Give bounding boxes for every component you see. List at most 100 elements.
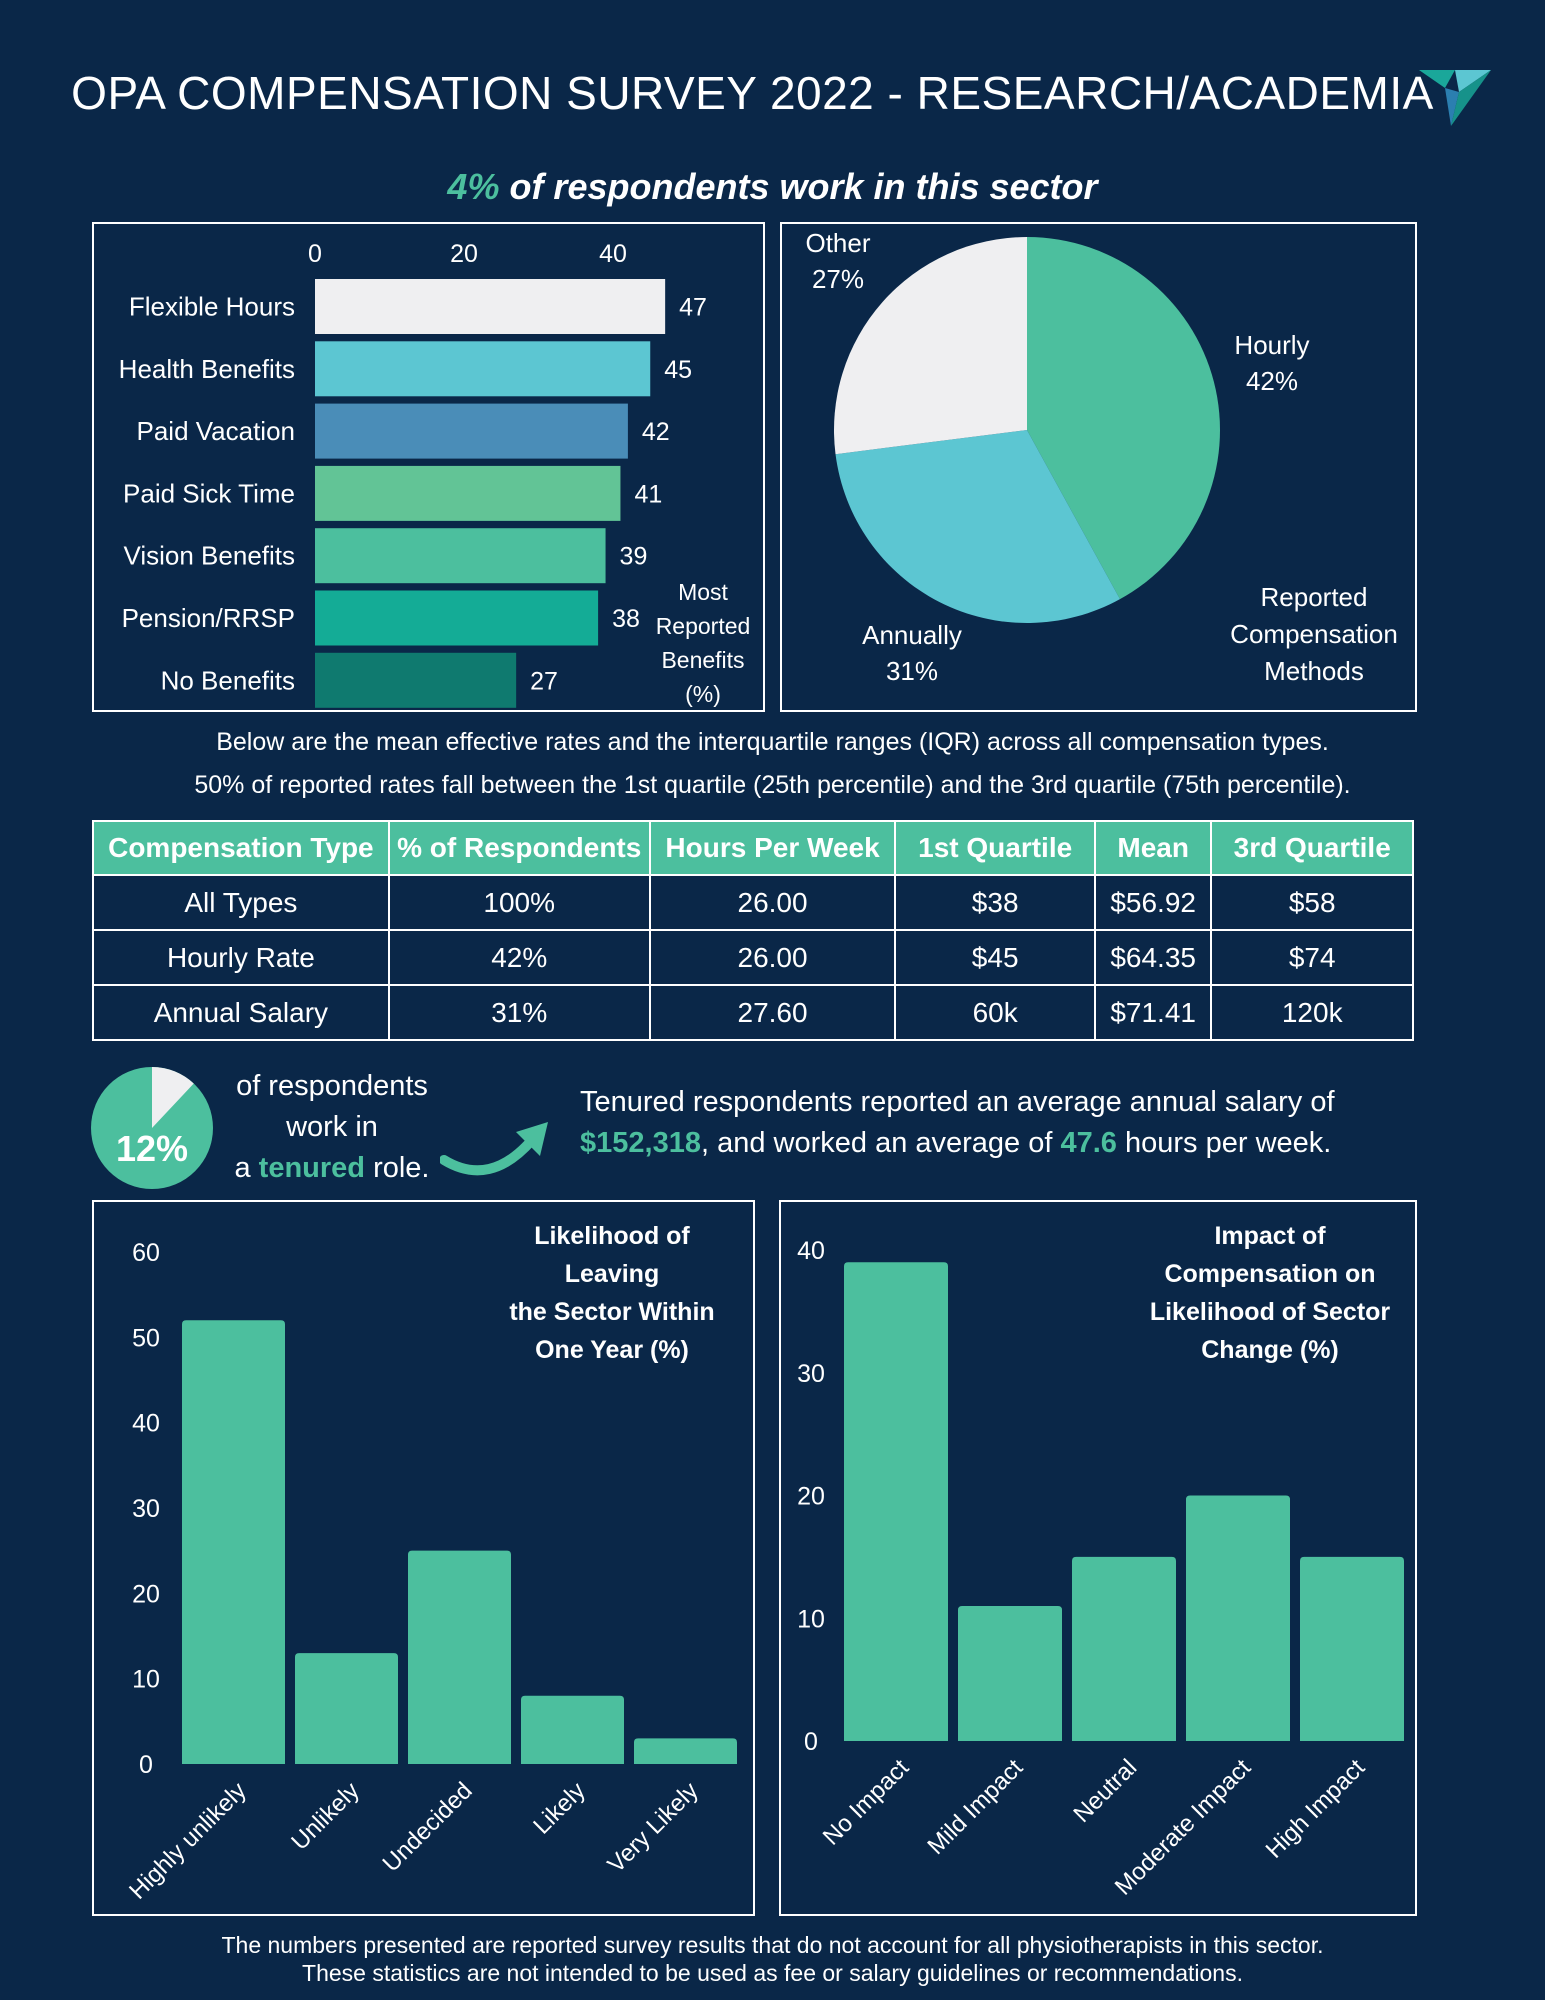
bar	[315, 590, 599, 646]
y-tick-label: 60	[132, 1239, 160, 1267]
sector-share-headline: 4% of respondents work in this sector	[0, 166, 1545, 208]
chart-title-line: Reported	[656, 613, 751, 639]
table-cell: $58	[1210, 874, 1414, 931]
table-cell: 31%	[387, 984, 651, 1041]
chart-title-line: Impact of	[1214, 1222, 1326, 1250]
summary-text-2: , and worked an average of	[700, 1127, 1061, 1159]
description-line-1: Below are the mean effective rates and t…	[216, 728, 1329, 756]
table-header-row: Compensation Type % of Respondents Hours…	[92, 820, 1414, 876]
chart-title-line: Benefits	[661, 647, 744, 673]
column-header: 3rd Quartile	[1210, 820, 1414, 876]
slice-label: Other	[805, 228, 870, 258]
bar	[182, 1320, 285, 1764]
chart-title-line: the Sector Within	[509, 1298, 714, 1326]
bar	[1300, 1556, 1404, 1741]
page-title: OPA COMPENSATION SURVEY 2022 - RESEARCH/…	[71, 67, 1434, 119]
bar	[315, 528, 606, 584]
bar	[844, 1262, 948, 1741]
column-header: % of Respondents	[387, 820, 651, 876]
tenured-salary: $152,318	[580, 1127, 701, 1159]
column-header: Compensation Type	[92, 820, 390, 876]
tenure-pie	[90, 1066, 214, 1190]
summary-text-1: Tenured respondents reported an average …	[580, 1086, 1335, 1118]
y-tick-label: 20	[797, 1483, 825, 1511]
x-tick-label: Highly unlikely	[124, 1777, 252, 1905]
bar-value-label: 38	[612, 605, 640, 633]
x-tick-label: Very Likely	[603, 1777, 704, 1878]
category-label: Pension/RRSP	[122, 603, 295, 633]
tenure-pie-slice	[152, 1067, 194, 1128]
bar	[295, 1653, 398, 1764]
tenure-line-2: work in	[286, 1111, 378, 1143]
table-cell: $45	[894, 929, 1096, 986]
sector-share-pct: 4%	[447, 166, 500, 207]
chart-title-line: Most	[678, 579, 728, 605]
bar	[315, 652, 517, 708]
slice-label: Annually	[862, 620, 962, 650]
slice-label: Hourly	[1234, 330, 1309, 360]
benefits-chart-panel: 0 20 40 Flexible Hours 47 Health Benefits 45 Pa…	[92, 222, 765, 712]
table-cell: 26.00	[648, 929, 897, 986]
category-label: Health Benefits	[119, 354, 295, 384]
chart-title-line: Compensation on	[1164, 1260, 1375, 1288]
category-label: Paid Sick Time	[123, 478, 295, 508]
sector-share-text: of respondents work in this sector	[499, 166, 1098, 207]
x-tick-label: Likely	[528, 1777, 590, 1839]
bar	[315, 403, 628, 459]
tenured-summary: Tenured respondents reported an average …	[580, 1082, 1400, 1164]
table-cell: $64.35	[1093, 929, 1213, 986]
x-tick-label: High Impact	[1261, 1754, 1371, 1864]
slice-pct-label: 27%	[812, 264, 864, 294]
benefits-chart: 0 20 40 Flexible Hours 47 Health Benefits 45 Pa…	[119, 240, 751, 708]
x-tick-label: 0	[308, 240, 322, 268]
tenure-line-3: a tenured role.	[222, 1148, 442, 1189]
slice-pct-label: 31%	[886, 656, 938, 686]
bar	[1072, 1556, 1176, 1741]
column-header: Mean	[1093, 820, 1213, 876]
x-tick-label: 20	[450, 240, 478, 268]
table-cell: $56.92	[1093, 874, 1213, 931]
chart-title-line: Likelihood of Sector	[1150, 1298, 1391, 1326]
tenure-text: of respondents work in a tenured role.	[222, 1066, 442, 1189]
y-tick-label: 20	[132, 1580, 160, 1608]
bar-value-label: 47	[679, 294, 707, 322]
compensation-methods-panel: Hourly 42% Annually 31% Other 27% Reported Comp…	[780, 222, 1417, 712]
table-row: Hourly Rate 42% 26.00 $45 $64.35 $74	[92, 929, 1414, 986]
bar-value-label: 41	[634, 480, 662, 508]
curved-arrow-icon	[439, 1118, 555, 1188]
pie-slice	[835, 430, 1120, 623]
opa-logo-icon	[1415, 66, 1495, 130]
chart-title-line: Methods	[1264, 656, 1364, 686]
bar-value-label: 39	[620, 543, 648, 571]
chart-title-line: One Year (%)	[535, 1336, 689, 1364]
bar	[521, 1695, 624, 1764]
chart-title-line: Leaving	[565, 1260, 659, 1288]
leaving-likelihood-chart: 0 10 20 30 40 50 60 Highly unlikely Unlikely Unde…	[124, 1222, 737, 1905]
summary-text-3: hours per week.	[1116, 1127, 1332, 1159]
bar	[315, 341, 651, 397]
category-label: Paid Vacation	[136, 416, 295, 446]
y-tick-label: 10	[797, 1605, 825, 1633]
tenure-line-3-pre: a	[234, 1152, 259, 1184]
description-line-2: 50% of reported rates fall between the 1…	[194, 771, 1351, 799]
tenure-pct: 12%	[115, 1128, 189, 1169]
tenure-line-3-post: role.	[365, 1152, 430, 1184]
pie-slice	[1027, 237, 1220, 600]
bar-value-label: 45	[664, 356, 692, 384]
compensation-methods-pie: Hourly 42% Annually 31% Other 27% Reported Comp…	[805, 228, 1397, 686]
chart-title-line: (%)	[685, 681, 721, 707]
table-cell: 60k	[894, 984, 1096, 1041]
bar	[958, 1605, 1062, 1741]
y-tick-label: 40	[132, 1410, 160, 1438]
bar-value-label: 27	[530, 667, 558, 695]
bar	[315, 279, 666, 334]
bar	[315, 465, 621, 521]
x-tick-label: Undecided	[378, 1777, 478, 1877]
y-tick-label: 40	[797, 1237, 825, 1265]
table-cell: 100%	[387, 874, 651, 931]
y-tick-label: 0	[804, 1728, 818, 1756]
y-tick-label: 50	[132, 1324, 160, 1352]
table-cell: 26.00	[648, 874, 897, 931]
table-cell: 120k	[1210, 984, 1414, 1041]
bar-value-label: 42	[642, 418, 670, 446]
